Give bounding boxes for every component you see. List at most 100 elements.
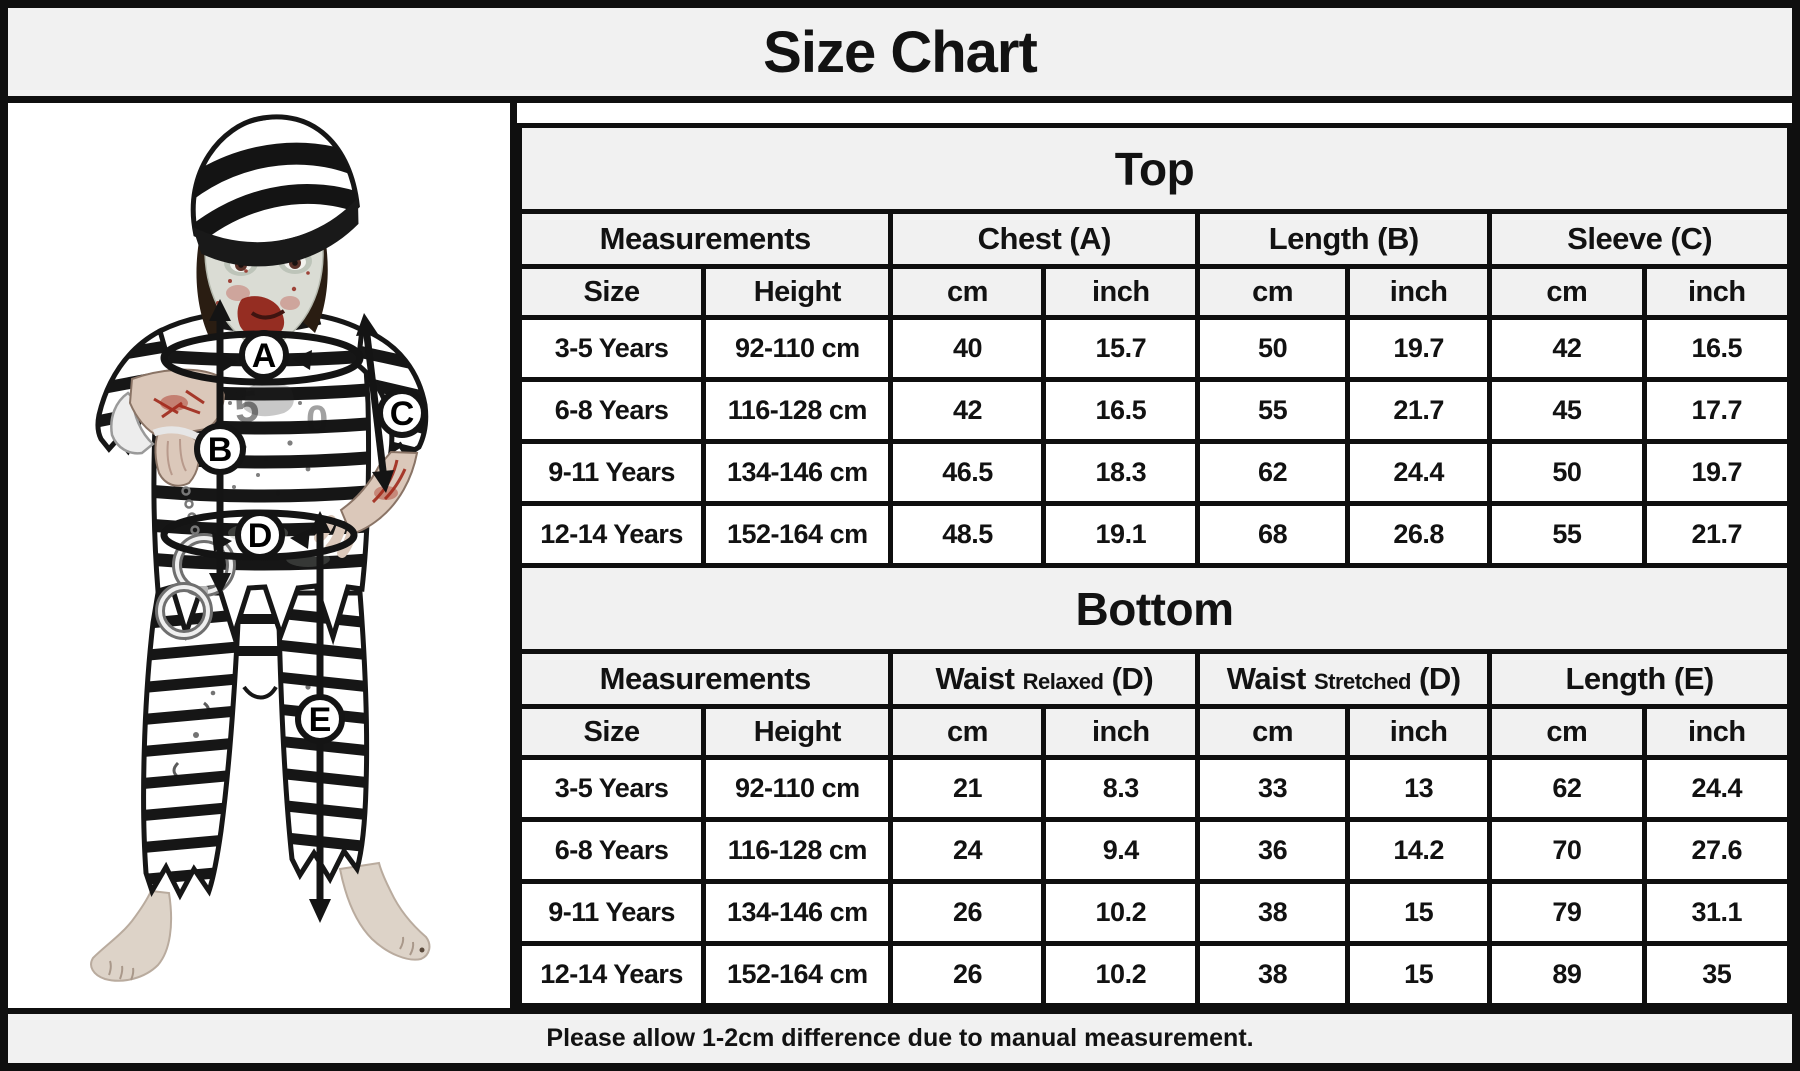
marker-a-label: A bbox=[252, 337, 277, 375]
section-title-bottom: Bottom bbox=[517, 562, 1792, 655]
cell: 6-8 Years bbox=[517, 817, 707, 885]
cell: 31.1 bbox=[1641, 879, 1792, 946]
cell: 6-8 Years bbox=[517, 377, 707, 445]
cell: 17.7 bbox=[1641, 377, 1792, 445]
marker-d-label: D bbox=[248, 517, 273, 555]
col-cm: cm bbox=[1487, 264, 1647, 321]
table-row: 12-14 Years 152-164 cm 26 10.2 38 15 89 … bbox=[517, 941, 1792, 1008]
table-row: 6-8 Years 116-128 cm 24 9.4 36 14.2 70 2… bbox=[517, 817, 1792, 885]
cell: 48.5 bbox=[888, 501, 1047, 568]
cell: 12-14 Years bbox=[517, 501, 707, 568]
cell: 134-146 cm bbox=[701, 879, 894, 946]
cell: 21.7 bbox=[1641, 501, 1792, 568]
cell: 45 bbox=[1487, 377, 1647, 445]
table-row: 12-14 Years 152-164 cm 48.5 19.1 68 26.8… bbox=[517, 501, 1792, 568]
group-header-length-e: Length (E) bbox=[1487, 649, 1792, 710]
cell: 19.7 bbox=[1344, 315, 1493, 383]
col-cm: cm bbox=[1487, 704, 1647, 761]
cell: 9-11 Years bbox=[517, 879, 707, 946]
cell: 38 bbox=[1195, 879, 1350, 946]
cell: 55 bbox=[1195, 377, 1350, 445]
cell: 134-146 cm bbox=[701, 439, 894, 507]
measure-sleeve-arrow bbox=[356, 313, 394, 493]
cell: 26 bbox=[888, 941, 1047, 1008]
cell: 62 bbox=[1487, 755, 1647, 823]
cell: 3-5 Years bbox=[517, 315, 707, 383]
cell: 38 bbox=[1195, 941, 1350, 1008]
cell: 24 bbox=[888, 817, 1047, 885]
cell: 68 bbox=[1195, 501, 1350, 568]
cell: 13 bbox=[1344, 755, 1493, 823]
table-row: 3-5 Years 92-110 cm 21 8.3 33 13 62 24.4 bbox=[517, 755, 1792, 823]
table-row: 6-8 Years 116-128 cm 42 16.5 55 21.7 45 … bbox=[517, 377, 1792, 445]
col-inch: inch bbox=[1641, 264, 1792, 321]
cell: 33 bbox=[1195, 755, 1350, 823]
col-height: Height bbox=[701, 704, 894, 761]
group-header-waist-stretched: Waist Stretched (D) bbox=[1195, 649, 1493, 710]
table-row: 9-11 Years 134-146 cm 46.5 18.3 62 24.4 … bbox=[517, 439, 1792, 507]
marker-c-label: C bbox=[390, 395, 415, 433]
svg-text:5: 5 bbox=[232, 382, 261, 433]
cell: 50 bbox=[1195, 315, 1350, 383]
group-header-sleeve: Sleeve (C) bbox=[1487, 209, 1792, 270]
cell: 24.4 bbox=[1641, 755, 1792, 823]
cell: 116-128 cm bbox=[701, 377, 894, 445]
cell: 14.2 bbox=[1344, 817, 1493, 885]
cell: 15 bbox=[1344, 879, 1493, 946]
cell: 70 bbox=[1487, 817, 1647, 885]
cell: 40 bbox=[888, 315, 1047, 383]
group-header-chest: Chest (A) bbox=[888, 209, 1201, 270]
cell: 16.5 bbox=[1041, 377, 1201, 445]
cell: 15 bbox=[1344, 941, 1493, 1008]
bottom-unit-header-row: Size Height cm inch cm inch cm inch bbox=[517, 704, 1792, 761]
group-header-length-b: Length (B) bbox=[1195, 209, 1493, 270]
cell: 92-110 cm bbox=[701, 315, 894, 383]
costume-diagram: 5 0 bbox=[90, 104, 431, 982]
cell: 152-164 cm bbox=[701, 941, 894, 1008]
bottom-group-header-row: Measurements Waist Relaxed (D) Waist Str… bbox=[517, 649, 1792, 710]
cell: 92-110 cm bbox=[701, 755, 894, 823]
marker-e-label: E bbox=[309, 701, 332, 739]
group-header-measurements: Measurements bbox=[517, 209, 894, 270]
cell: 8.3 bbox=[1041, 755, 1201, 823]
cell: 18.3 bbox=[1041, 439, 1201, 507]
cell: 27.6 bbox=[1641, 817, 1792, 885]
cell: 79 bbox=[1487, 879, 1647, 946]
cell: 9-11 Years bbox=[517, 439, 707, 507]
marker-labels: A B C D E bbox=[194, 330, 427, 744]
cell: 89 bbox=[1487, 941, 1647, 1008]
cell: 12-14 Years bbox=[517, 941, 707, 1008]
cell: 15.7 bbox=[1041, 315, 1201, 383]
cell: 9.4 bbox=[1041, 817, 1201, 885]
col-inch: inch bbox=[1041, 704, 1201, 761]
top-group-header-row: Measurements Chest (A) Length (B) Sleeve… bbox=[517, 209, 1792, 270]
top-unit-header-row: Size Height cm inch cm inch cm inch bbox=[517, 264, 1792, 321]
page-title: Size Chart bbox=[8, 8, 1792, 103]
col-cm: cm bbox=[1195, 704, 1350, 761]
cell: 50 bbox=[1487, 439, 1647, 507]
svg-text:0: 0 bbox=[306, 398, 328, 442]
cell: 16.5 bbox=[1641, 315, 1792, 383]
cell: 36 bbox=[1195, 817, 1350, 885]
col-inch: inch bbox=[1641, 704, 1792, 761]
table-row: 3-5 Years 92-110 cm 40 15.7 50 19.7 42 1… bbox=[517, 315, 1792, 383]
costume-diagram-pane: 5 0 bbox=[8, 103, 517, 1008]
cell: 10.2 bbox=[1041, 941, 1201, 1008]
cell: 24.4 bbox=[1344, 439, 1493, 507]
cell: 46.5 bbox=[888, 439, 1047, 507]
left-forearm bbox=[110, 368, 226, 487]
cell: 55 bbox=[1487, 501, 1647, 568]
cell: 152-164 cm bbox=[701, 501, 894, 568]
bare-feet bbox=[90, 861, 431, 982]
cell: 3-5 Years bbox=[517, 755, 707, 823]
marker-b-label: B bbox=[208, 431, 233, 469]
cell: 10.2 bbox=[1041, 879, 1201, 946]
group-header-waist-relaxed: Waist Relaxed (D) bbox=[888, 649, 1201, 710]
col-size: Size bbox=[517, 264, 707, 321]
col-height: Height bbox=[701, 264, 894, 321]
cell: 42 bbox=[1487, 315, 1647, 383]
cell: 26.8 bbox=[1344, 501, 1493, 568]
col-inch: inch bbox=[1344, 264, 1493, 321]
cell: 62 bbox=[1195, 439, 1350, 507]
